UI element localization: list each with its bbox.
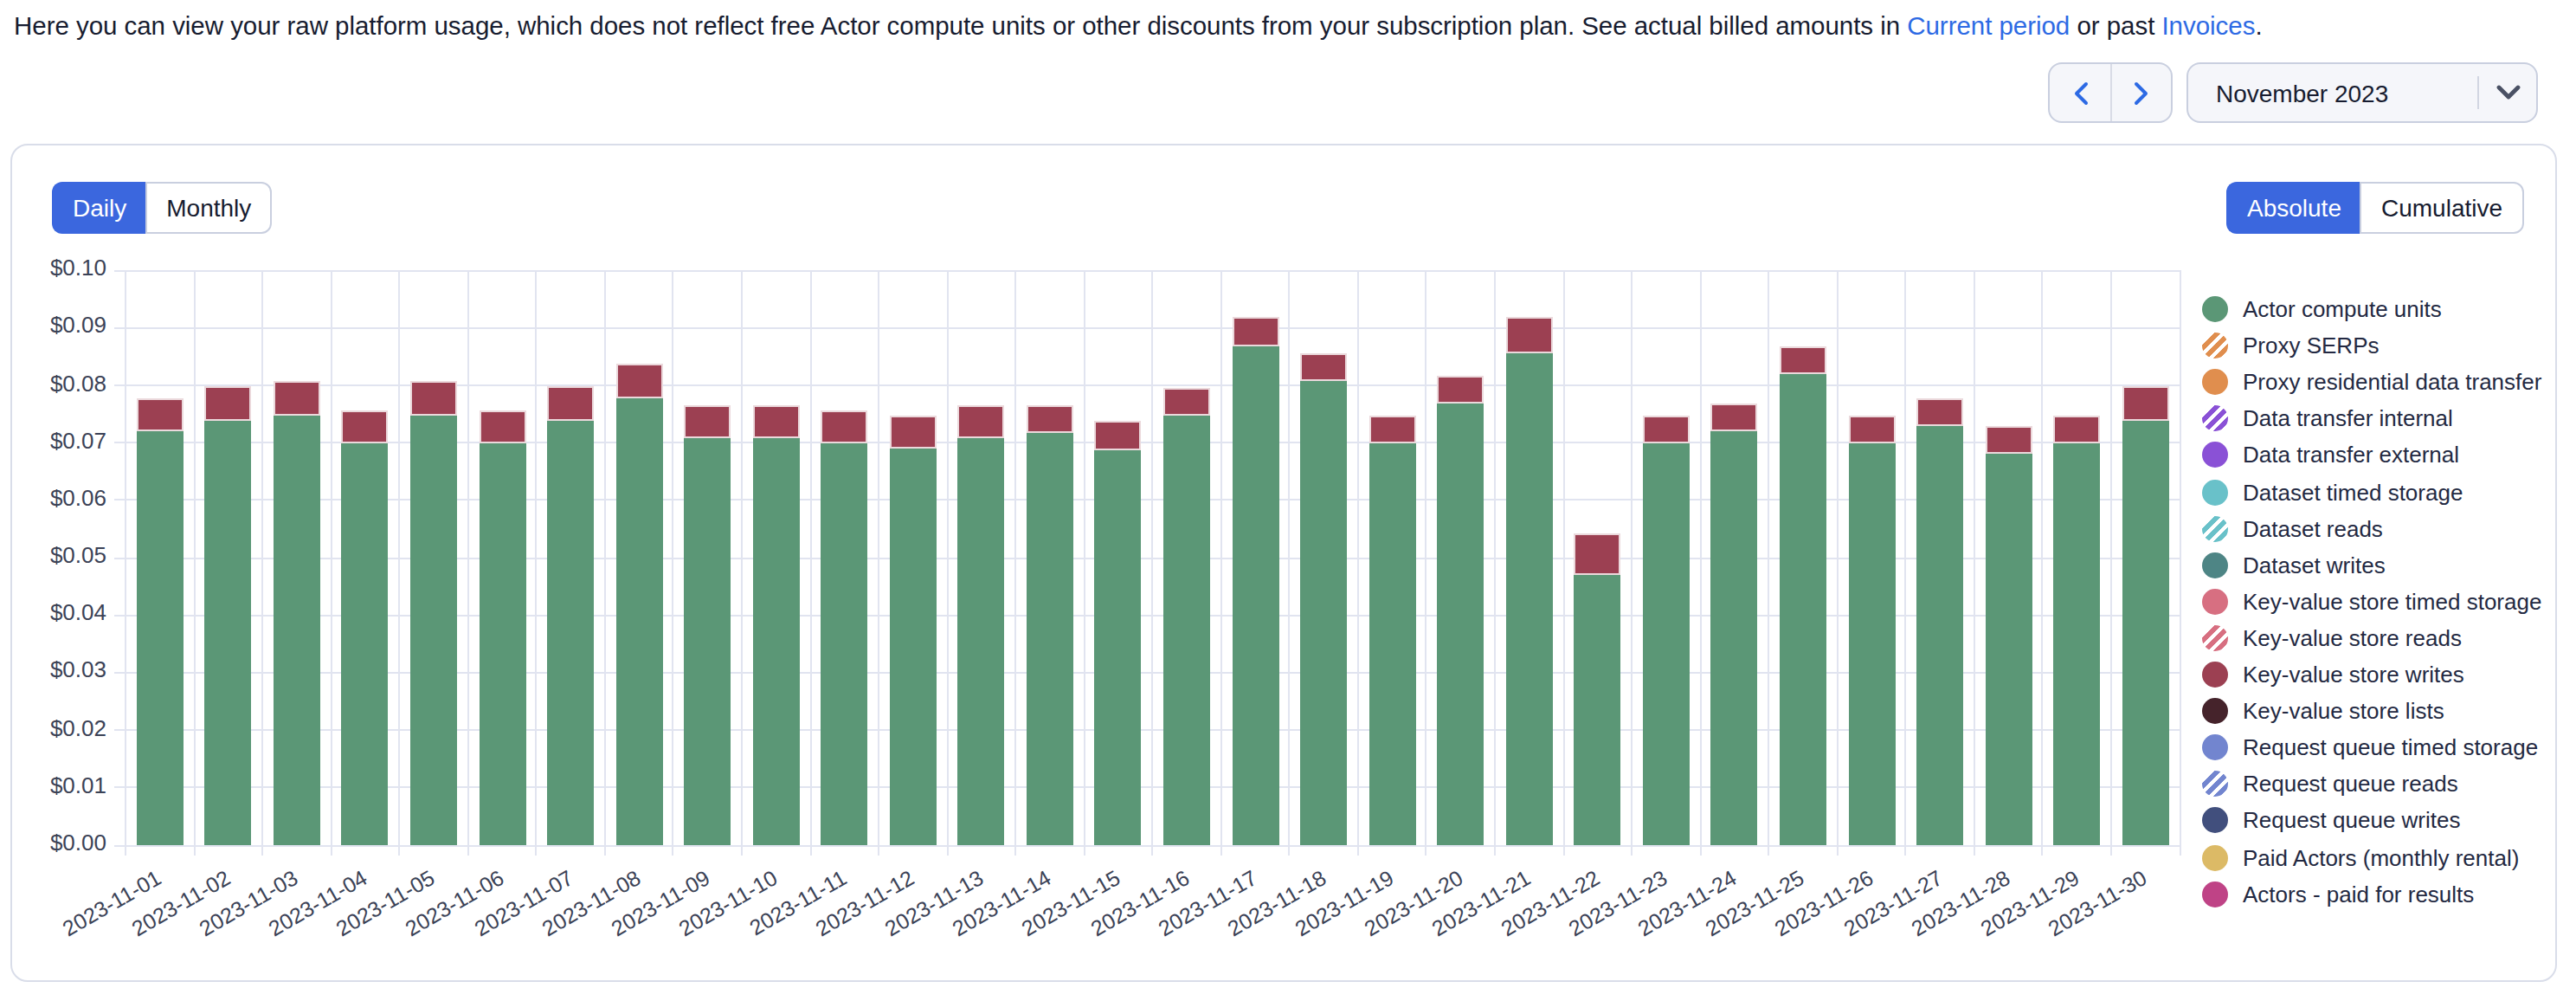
mode-toggle: AbsoluteCumulative bbox=[2226, 181, 2523, 233]
legend-label: Request queue timed storage bbox=[2243, 734, 2538, 760]
intro-text-end: . bbox=[2255, 12, 2262, 40]
next-period-button[interactable] bbox=[2110, 64, 2171, 121]
legend-item[interactable]: Request queue reads bbox=[2201, 772, 2458, 798]
chevron-right-icon bbox=[2133, 81, 2150, 105]
legend-swatch-icon bbox=[2201, 881, 2227, 907]
legend-item[interactable]: Paid Actors (monthly rental) bbox=[2201, 844, 2519, 870]
chevron-left-icon bbox=[2071, 81, 2089, 105]
legend-label: Dataset writes bbox=[2243, 552, 2386, 578]
chevron-down-icon bbox=[2479, 85, 2536, 100]
usage-intro-text: Here you can view your raw platform usag… bbox=[14, 9, 2263, 43]
granularity-daily-button[interactable]: Daily bbox=[52, 181, 145, 233]
legend-label: Key-value store lists bbox=[2243, 698, 2444, 724]
legend-item[interactable]: Key-value store lists bbox=[2201, 698, 2444, 724]
legend-swatch-icon bbox=[2201, 552, 2227, 578]
legend-label: Dataset timed storage bbox=[2243, 479, 2463, 505]
legend-item[interactable]: Key-value store reads bbox=[2201, 625, 2462, 651]
legend-item[interactable]: Dataset reads bbox=[2201, 515, 2383, 541]
legend-swatch-icon bbox=[2201, 625, 2227, 651]
legend-item[interactable]: Proxy SERPs bbox=[2201, 333, 2380, 358]
legend-item[interactable]: Data transfer external bbox=[2201, 442, 2459, 468]
legend-swatch-icon bbox=[2201, 662, 2227, 688]
period-select-value: November 2023 bbox=[2216, 79, 2477, 107]
mode-absolute-button[interactable]: Absolute bbox=[2226, 181, 2360, 233]
granularity-monthly-button[interactable]: Monthly bbox=[145, 181, 272, 233]
legend-label: Data transfer external bbox=[2243, 442, 2459, 468]
legend-swatch-icon bbox=[2201, 734, 2227, 760]
legend-swatch-icon bbox=[2201, 698, 2227, 724]
invoices-link[interactable]: Invoices bbox=[2161, 12, 2255, 40]
legend-item[interactable]: Dataset writes bbox=[2201, 552, 2386, 578]
legend-item[interactable]: Actor compute units bbox=[2201, 296, 2442, 322]
legend-swatch-icon bbox=[2201, 296, 2227, 322]
usage-chart-card bbox=[10, 143, 2557, 981]
legend-label: Actors - paid for results bbox=[2243, 881, 2474, 907]
intro-text-start: Here you can view your raw platform usag… bbox=[14, 12, 1907, 40]
legend-item[interactable]: Key-value store writes bbox=[2201, 662, 2464, 688]
legend-label: Key-value store timed storage bbox=[2243, 589, 2541, 615]
legend-label: Proxy residential data transfer bbox=[2243, 369, 2541, 395]
legend-swatch-icon bbox=[2201, 479, 2227, 505]
legend-item[interactable]: Proxy residential data transfer bbox=[2201, 369, 2541, 395]
legend-label: Proxy SERPs bbox=[2243, 333, 2380, 358]
legend-swatch-icon bbox=[2201, 844, 2227, 870]
legend-label: Paid Actors (monthly rental) bbox=[2243, 844, 2519, 870]
legend-swatch-icon bbox=[2201, 515, 2227, 541]
legend-swatch-icon bbox=[2201, 808, 2227, 834]
legend-swatch-icon bbox=[2201, 589, 2227, 615]
legend-item[interactable]: Dataset timed storage bbox=[2201, 479, 2463, 505]
legend-label: Data transfer internal bbox=[2243, 406, 2453, 432]
legend-swatch-icon bbox=[2201, 772, 2227, 798]
mode-cumulative-button[interactable]: Cumulative bbox=[2360, 181, 2523, 233]
legend-item[interactable]: Actors - paid for results bbox=[2201, 881, 2474, 907]
legend-swatch-icon bbox=[2201, 442, 2227, 468]
legend-label: Dataset reads bbox=[2243, 515, 2383, 541]
legend-label: Key-value store reads bbox=[2243, 625, 2462, 651]
legend-item[interactable]: Request queue timed storage bbox=[2201, 734, 2538, 760]
intro-text-middle: or past bbox=[2070, 12, 2161, 40]
legend-label: Actor compute units bbox=[2243, 296, 2442, 322]
period-select[interactable]: November 2023 bbox=[2186, 62, 2538, 123]
legend-swatch-icon bbox=[2201, 406, 2227, 432]
legend-label: Key-value store writes bbox=[2243, 662, 2464, 688]
legend-swatch-icon bbox=[2201, 369, 2227, 395]
current-period-link[interactable]: Current period bbox=[1907, 12, 2070, 40]
legend-item[interactable]: Data transfer internal bbox=[2201, 406, 2453, 432]
legend-item[interactable]: Request queue writes bbox=[2201, 808, 2461, 834]
legend-label: Request queue writes bbox=[2243, 808, 2461, 834]
previous-period-button[interactable] bbox=[2050, 64, 2110, 121]
legend-item[interactable]: Key-value store timed storage bbox=[2201, 589, 2541, 615]
legend-label: Request queue reads bbox=[2243, 772, 2458, 798]
period-navigation: November 2023 bbox=[2048, 62, 2538, 123]
legend-swatch-icon bbox=[2201, 333, 2227, 358]
period-prev-next-group bbox=[2048, 62, 2173, 123]
usage-page: Here you can view your raw platform usag… bbox=[0, 0, 2576, 1001]
granularity-toggle: DailyMonthly bbox=[52, 181, 272, 233]
